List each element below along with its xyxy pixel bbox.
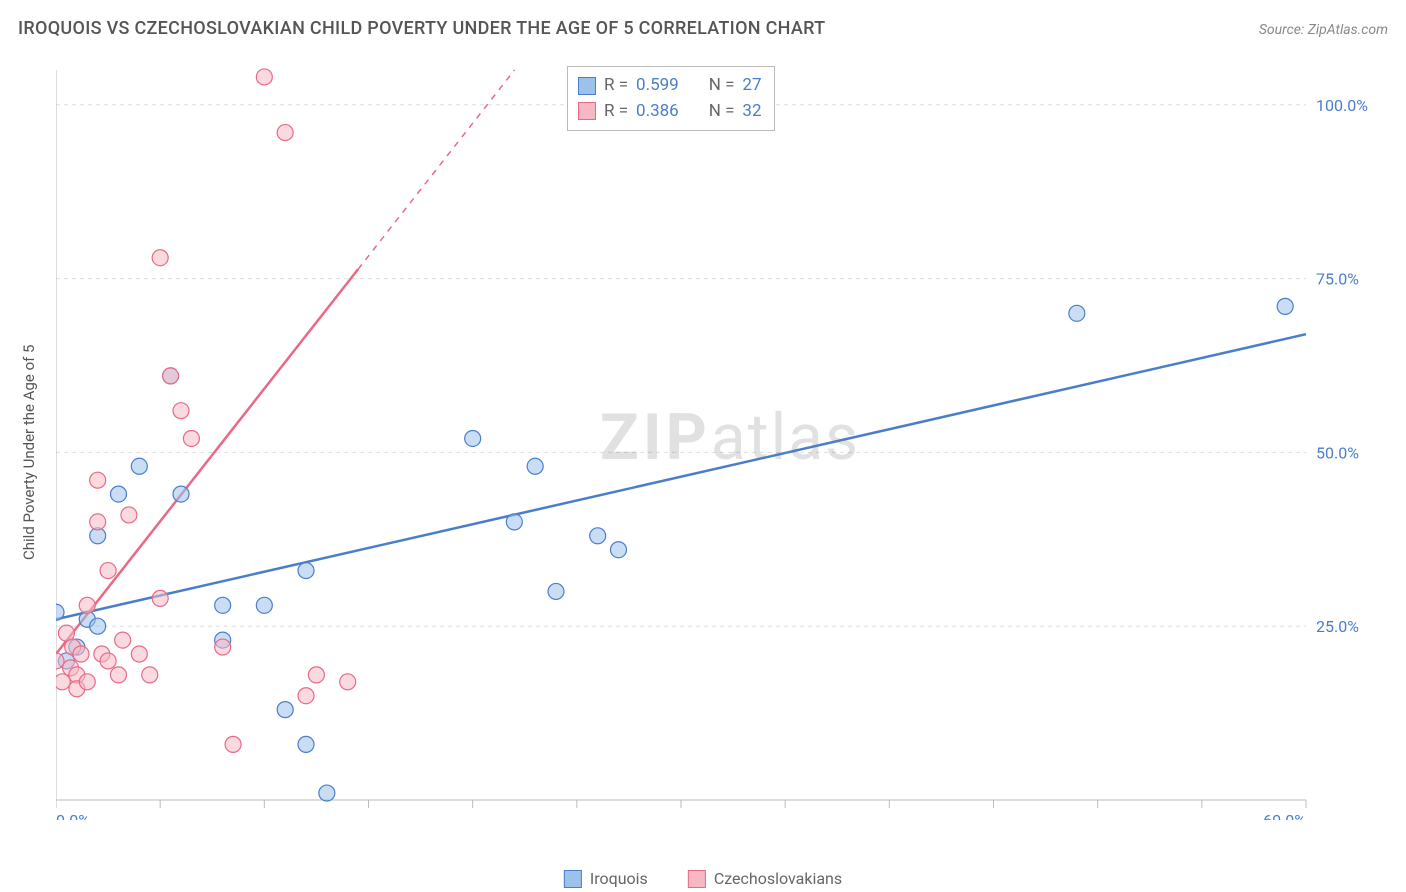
swatch-czech — [688, 870, 706, 888]
point-iroquois — [465, 430, 481, 446]
x-tick-label: 0.0% — [56, 811, 90, 820]
point-iroquois — [173, 486, 189, 502]
stats-row-czech: R = 0.386 N = 32 — [578, 99, 762, 125]
point-iroquois — [277, 702, 293, 718]
point-czech — [100, 563, 116, 579]
legend-item-czech: Czechoslovakians — [688, 869, 842, 888]
stat-n-value: 32 — [742, 99, 761, 125]
stat-r-label: R = — [604, 73, 628, 99]
point-iroquois — [131, 458, 147, 474]
source-label: Source: ZipAtlas.com — [1259, 22, 1388, 38]
point-czech — [152, 590, 168, 606]
point-iroquois — [527, 458, 543, 474]
point-czech — [73, 646, 89, 662]
header: IROQUOIS VS CZECHOSLOVAKIAN CHILD POVERT… — [18, 18, 1388, 39]
point-czech — [79, 597, 95, 613]
point-iroquois — [215, 597, 231, 613]
swatch-iroquois — [578, 77, 596, 95]
point-czech — [277, 125, 293, 141]
point-iroquois — [298, 736, 314, 752]
point-czech — [142, 667, 158, 683]
point-czech — [340, 674, 356, 690]
point-czech — [298, 688, 314, 704]
point-iroquois — [298, 563, 314, 579]
point-iroquois — [111, 486, 127, 502]
stat-r-value: 0.386 — [636, 99, 679, 125]
y-axis-label-svg: Child Poverty Under the Age of 5 — [16, 60, 46, 820]
legend-label: Iroquois — [590, 869, 648, 888]
stat-n-label: N = — [709, 73, 735, 99]
point-czech — [215, 639, 231, 655]
stat-n-value: 27 — [742, 73, 761, 99]
point-czech — [173, 403, 189, 419]
point-czech — [152, 250, 168, 266]
point-czech — [115, 632, 131, 648]
point-czech — [79, 674, 95, 690]
stats-legend: R = 0.599 N = 27 R = 0.386 N = 32 — [567, 66, 775, 131]
trend-czech-dashed — [358, 70, 514, 269]
point-iroquois — [590, 528, 606, 544]
y-tick-label: 50.0% — [1316, 443, 1359, 462]
chart-title: IROQUOIS VS CZECHOSLOVAKIAN CHILD POVERT… — [18, 18, 825, 39]
point-czech — [183, 430, 199, 446]
trend-iroquois — [56, 334, 1306, 619]
point-iroquois — [1069, 305, 1085, 321]
trend-czech — [56, 269, 358, 654]
point-czech — [90, 472, 106, 488]
swatch-iroquois — [564, 870, 582, 888]
stats-row-iroquois: R = 0.599 N = 27 — [578, 73, 762, 99]
point-czech — [131, 646, 147, 662]
point-iroquois — [506, 514, 522, 530]
point-czech — [308, 667, 324, 683]
y-tick-label: 100.0% — [1316, 96, 1368, 115]
legend-label: Czechoslovakians — [714, 869, 842, 888]
y-tick-label: 75.0% — [1316, 270, 1359, 289]
point-iroquois — [548, 583, 564, 599]
chart-svg: 25.0% 50.0% 75.0% 100.0% 0.0% 60.0% — [56, 60, 1376, 820]
point-iroquois — [90, 618, 106, 634]
stat-r-label: R = — [604, 99, 628, 125]
point-czech — [225, 736, 241, 752]
point-czech — [90, 514, 106, 530]
y-axis-label: Child Poverty Under the Age of 5 — [20, 345, 38, 561]
stat-r-value: 0.599 — [636, 73, 679, 99]
point-iroquois — [319, 785, 335, 801]
stat-n-label: N = — [709, 99, 735, 125]
y-tick-label: 25.0% — [1316, 617, 1359, 636]
scatter-plot: 25.0%50.0%75.0%100.0%0.0%60.0% ZIPatlas — [56, 60, 1376, 820]
point-iroquois — [611, 542, 627, 558]
series-legend: Iroquois Czechoslovakians — [564, 869, 842, 888]
point-iroquois — [1277, 298, 1293, 314]
swatch-czech — [578, 102, 596, 120]
point-czech — [111, 667, 127, 683]
point-iroquois — [256, 597, 272, 613]
point-czech — [163, 368, 179, 384]
point-czech — [121, 507, 137, 523]
x-tick-label: 60.0% — [1263, 811, 1306, 820]
point-czech — [56, 674, 70, 690]
point-czech — [256, 69, 272, 85]
point-czech — [100, 653, 116, 669]
legend-item-iroquois: Iroquois — [564, 869, 648, 888]
